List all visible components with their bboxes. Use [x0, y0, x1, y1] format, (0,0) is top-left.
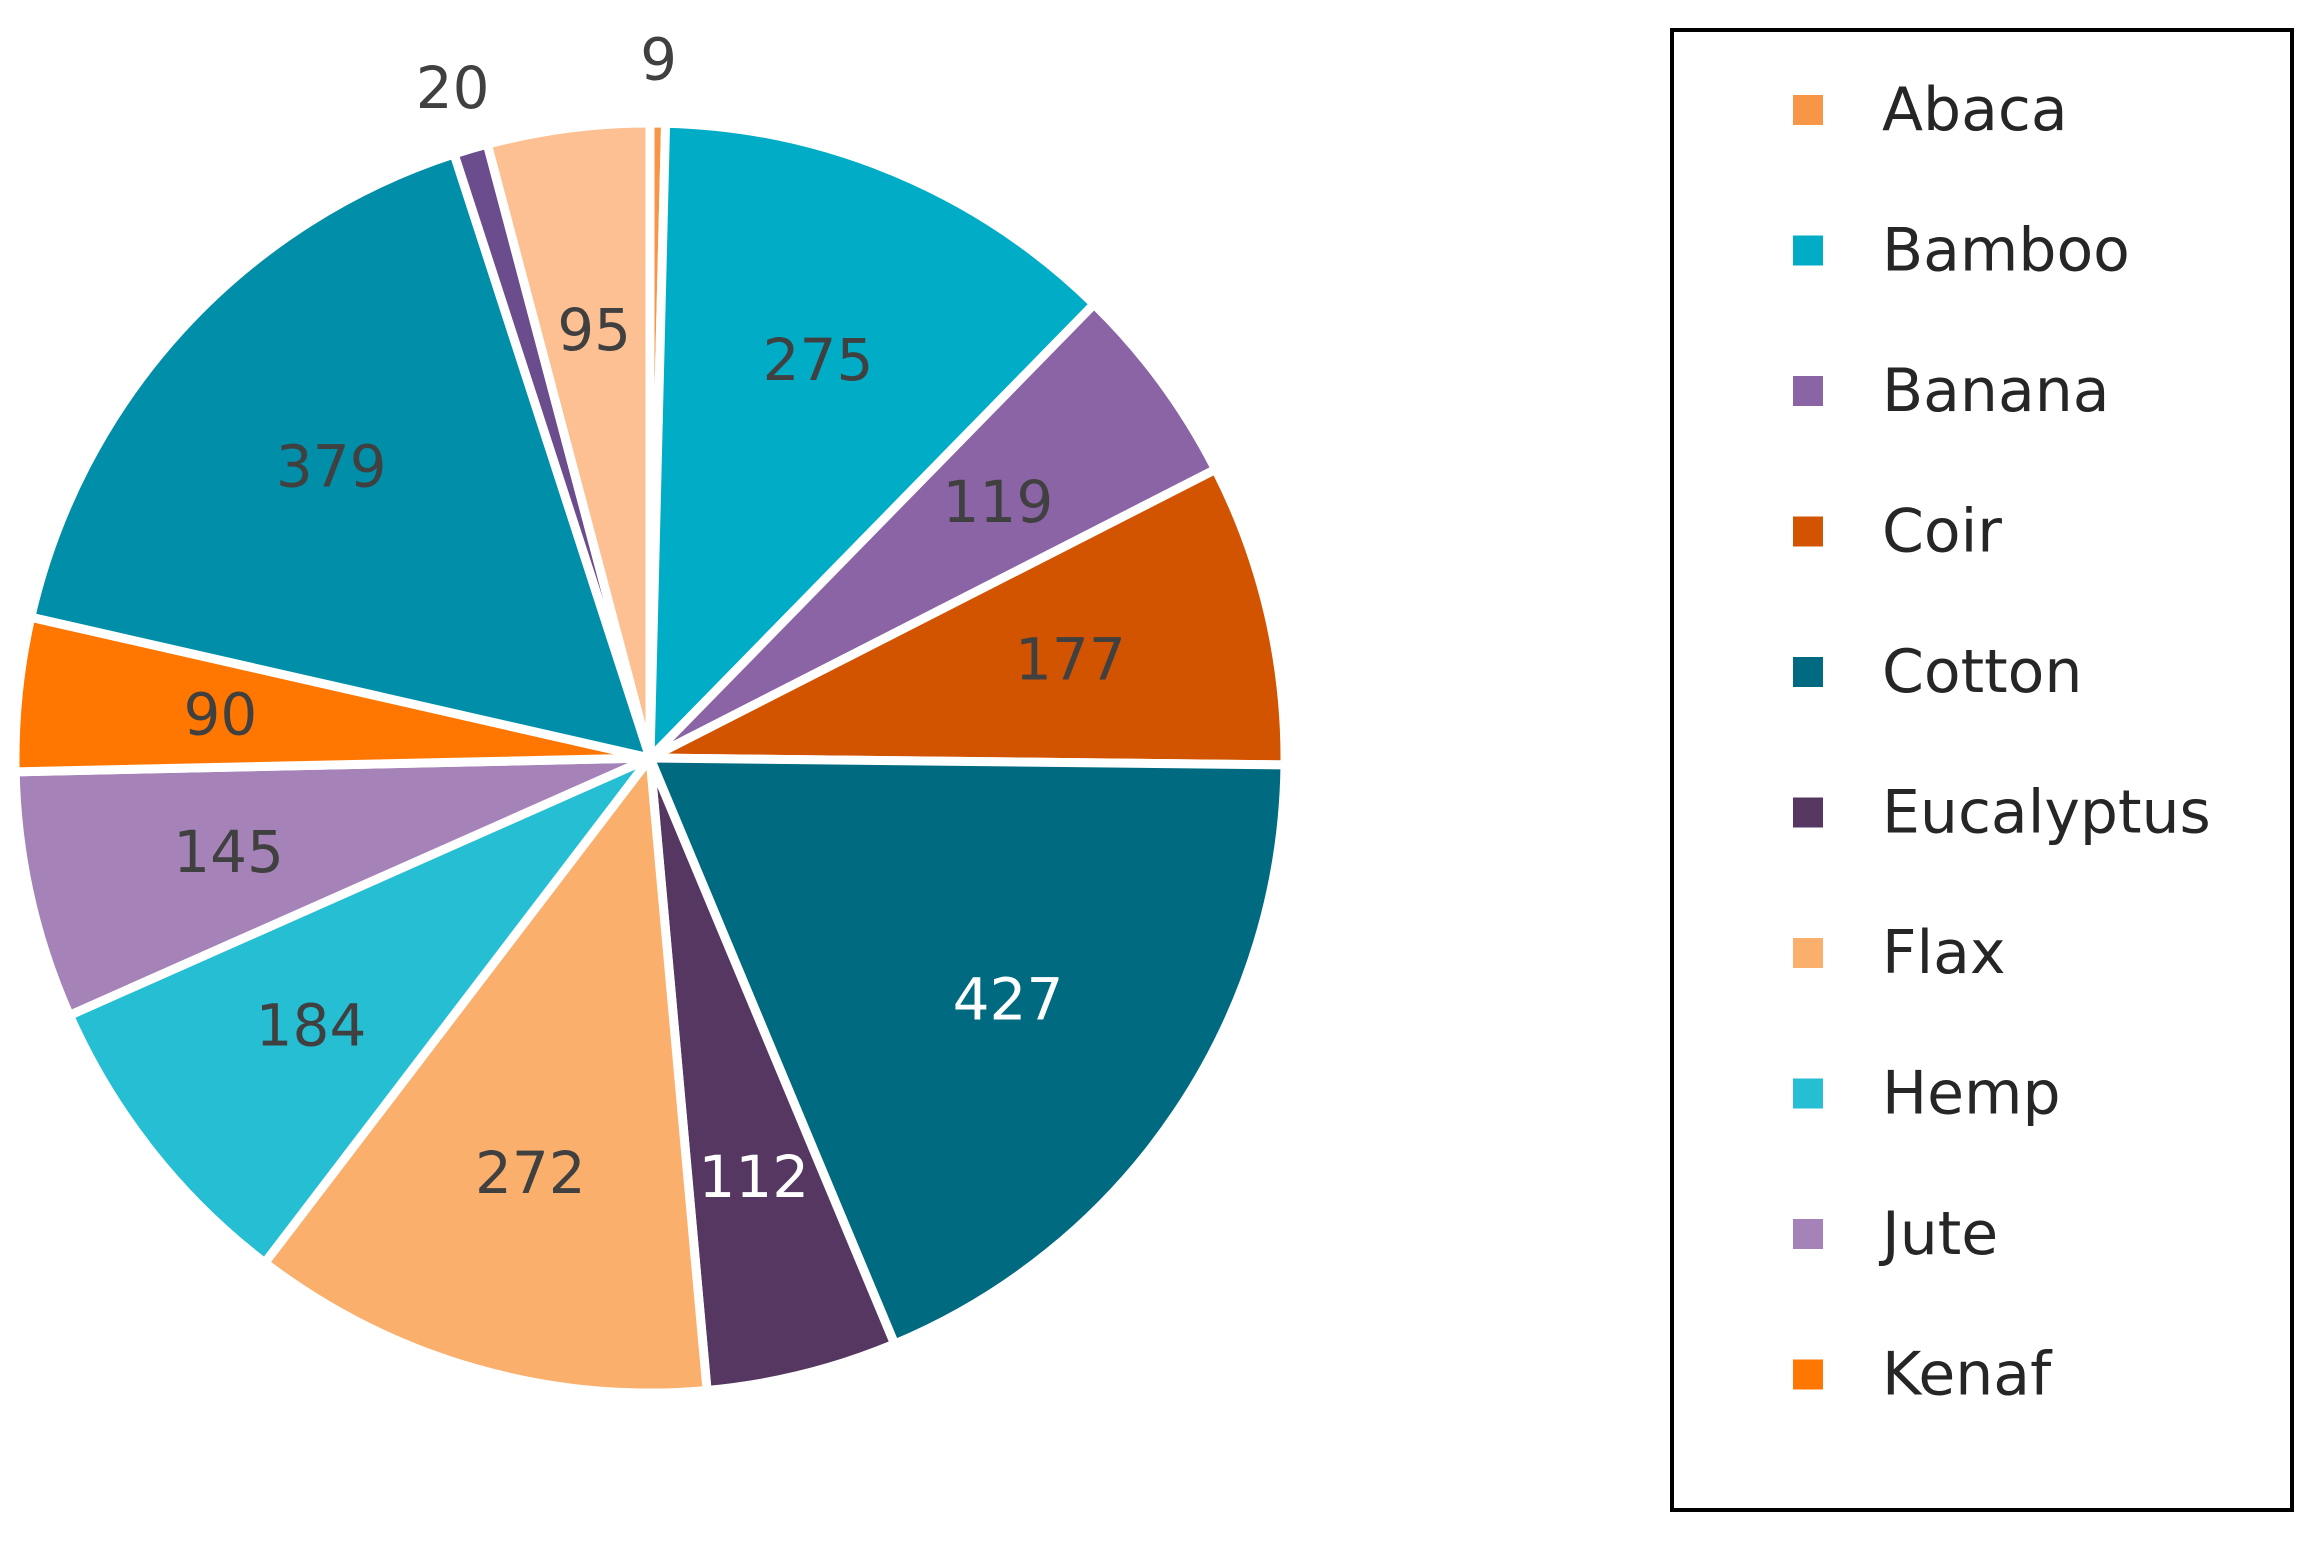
legend-label-coir: Coir	[1882, 497, 2002, 567]
data-label-abaca: 9	[640, 26, 677, 94]
data-label-eucalyptus: 112	[698, 1143, 809, 1211]
legend-label-hemp: Hemp	[1882, 1059, 2061, 1129]
legend-label-eucalyptus: Eucalyptus	[1882, 778, 2211, 848]
legend-swatch-coir	[1793, 516, 1823, 547]
pie-slice-cotton	[645, 753, 1290, 1349]
data-label-cotton: 427	[953, 965, 1064, 1033]
legend-swatch-flax	[1793, 938, 1823, 968]
legend-swatch-banana	[1793, 376, 1823, 406]
data-label-jute: 145	[173, 818, 284, 886]
legend-swatch-kenaf	[1793, 1359, 1823, 1390]
legend-label-flax: Flax	[1882, 918, 2005, 988]
legend-label-cotton: Cotton	[1882, 637, 2082, 707]
legend-swatch-eucalyptus	[1793, 797, 1823, 828]
legend-label-kenaf: Kenaf	[1882, 1340, 2053, 1410]
pie-slices	[10, 118, 1290, 1398]
pie-slice-unlabeled-11	[26, 149, 655, 763]
legend-swatch-cotton	[1793, 657, 1823, 687]
legend-swatch-jute	[1793, 1219, 1823, 1249]
legend-swatch-bamboo	[1793, 235, 1823, 266]
data-label-unlabeled-13: 95	[557, 296, 631, 364]
pie-slice-banana	[645, 299, 1221, 763]
pie-slice-coir	[645, 464, 1290, 770]
legend: Abaca Bamboo Banana Coir Cotton Eucalyptus Fla…	[1670, 28, 2294, 1512]
legend-label-abaca: Abaca	[1882, 75, 2068, 145]
data-label-unlabeled-12: 20	[416, 54, 490, 122]
pie-slice-eucalyptus	[645, 753, 900, 1395]
pie-data-labels: 9 275 119 177 427 112 272 184 145 90 379 20 95	[173, 26, 1126, 1211]
data-label-coir: 177	[1015, 625, 1126, 693]
pie-slice-jute	[10, 753, 655, 1020]
legend-label-bamboo: Bamboo	[1882, 216, 2130, 286]
data-label-hemp: 184	[256, 992, 367, 1060]
legend-swatch-abaca	[1793, 95, 1823, 125]
legend-label-banana: Banana	[1882, 356, 2110, 426]
pie-slice-unlabeled-13	[482, 118, 655, 763]
pie-slice-flax	[260, 753, 712, 1398]
data-label-unlabeled-11: 379	[276, 433, 387, 501]
data-label-banana: 119	[943, 468, 1054, 536]
data-label-kenaf: 90	[183, 681, 257, 749]
data-label-bamboo: 275	[763, 326, 874, 394]
legend-frame	[1670, 28, 2294, 1512]
legend-label-jute: Jute	[1878, 1199, 1998, 1269]
data-label-flax: 272	[475, 1139, 586, 1207]
pie-slice-bamboo	[645, 118, 1099, 763]
pie-slice-hemp	[64, 753, 655, 1268]
legend-swatch-hemp	[1793, 1078, 1823, 1109]
